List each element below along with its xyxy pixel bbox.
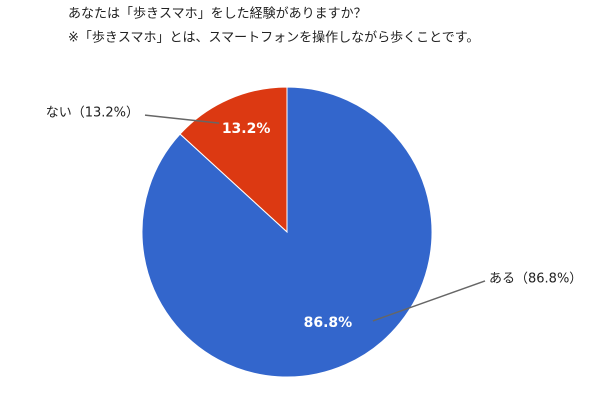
pie-slice [179,86,288,234]
pie-slice [141,86,433,378]
leader-line [372,280,486,322]
outside-label: ある（86.8%） [489,271,582,286]
slice-value-label: 86.8% [304,315,353,331]
slice-value-label: 13.2% [222,121,271,137]
outside-label: ない（13.2%） [46,106,139,121]
chart-title: あなたは「歩きスマホ」をした経験がありますか？ [68,7,367,22]
leader-line [144,114,220,124]
chart-subtitle: ※「歩きスマホ」とは、スマートフォンを操作しながら歩くことです。 [68,30,479,46]
